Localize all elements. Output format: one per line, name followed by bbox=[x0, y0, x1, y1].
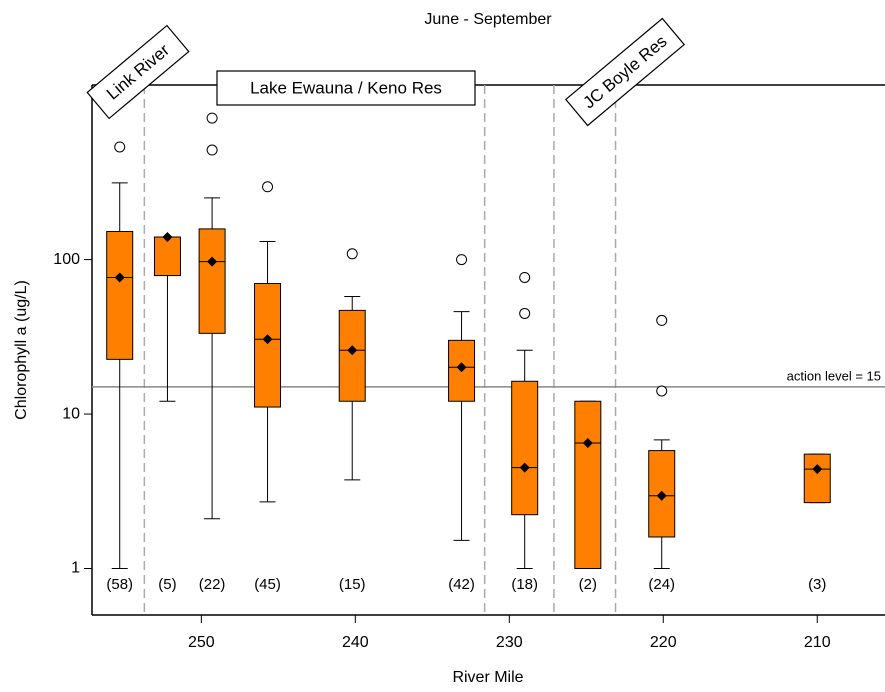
region-label-box bbox=[216, 70, 476, 106]
region-label-box bbox=[86, 24, 190, 120]
outlier bbox=[656, 385, 668, 397]
region-label-text: Lake Ewauna / Keno Res bbox=[250, 78, 442, 97]
box bbox=[106, 231, 134, 360]
x-axis-label: River Mile bbox=[452, 669, 523, 686]
box bbox=[338, 309, 366, 402]
median-marker bbox=[519, 462, 530, 473]
box bbox=[574, 400, 602, 570]
y-tick-label: 1 bbox=[71, 560, 80, 577]
median-marker bbox=[656, 490, 667, 501]
x-tick-label: 220 bbox=[650, 634, 677, 651]
median-marker bbox=[582, 437, 593, 448]
count-label: (5) bbox=[158, 576, 176, 593]
x-tick-label: 230 bbox=[496, 634, 523, 651]
y-tick-label: 100 bbox=[53, 251, 80, 268]
count-label: (45) bbox=[254, 576, 281, 593]
median-marker bbox=[812, 464, 823, 475]
outlier bbox=[656, 314, 668, 326]
count-label: (2) bbox=[579, 576, 597, 593]
outlier bbox=[206, 144, 218, 156]
x-tick-label: 210 bbox=[804, 634, 831, 651]
y-tick-label: 10 bbox=[62, 405, 80, 422]
median-marker bbox=[262, 334, 273, 345]
x-tick-label: 250 bbox=[188, 634, 215, 651]
chart-title: June - September bbox=[424, 11, 552, 28]
count-label: (42) bbox=[448, 576, 475, 593]
outlier bbox=[519, 307, 531, 319]
region-label-text: JC Boyle Res bbox=[579, 32, 670, 113]
count-label: (24) bbox=[648, 576, 675, 593]
box bbox=[198, 228, 226, 334]
region-label: JC Boyle Res bbox=[564, 17, 686, 127]
region-label: Link River bbox=[86, 24, 190, 120]
count-label: (15) bbox=[339, 576, 366, 593]
median-marker bbox=[114, 272, 125, 283]
count-label: (22) bbox=[199, 576, 226, 593]
median-marker bbox=[207, 256, 218, 267]
count-label: (58) bbox=[106, 576, 133, 593]
box bbox=[153, 236, 181, 277]
region-label-box bbox=[564, 17, 686, 127]
median-marker bbox=[347, 345, 358, 356]
count-label: (3) bbox=[808, 576, 826, 593]
median-marker bbox=[162, 232, 173, 243]
outlier bbox=[262, 181, 274, 193]
median-marker bbox=[456, 362, 467, 373]
reference-label: action level = 15 bbox=[787, 368, 881, 383]
x-tick-label: 240 bbox=[342, 634, 369, 651]
y-axis-label: Chlorophyll a (ug/L) bbox=[13, 280, 30, 420]
region-label: Lake Ewauna / Keno Res bbox=[216, 70, 476, 106]
outlier bbox=[456, 254, 468, 266]
count-label: (18) bbox=[511, 576, 538, 593]
outlier bbox=[114, 141, 126, 153]
outlier bbox=[346, 248, 358, 260]
outlier bbox=[206, 112, 218, 124]
box bbox=[803, 453, 831, 504]
box bbox=[511, 380, 539, 516]
outlier bbox=[519, 271, 531, 283]
box bbox=[254, 283, 282, 408]
